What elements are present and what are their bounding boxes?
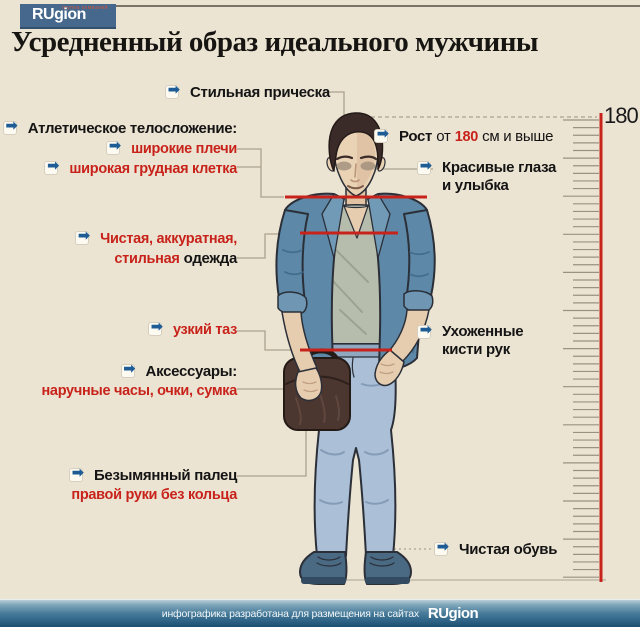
label-athletic-title: ➡ Атлетическое телосложение: [1,118,237,139]
arrow-icon: ➡ [106,138,127,155]
label-finger-title: ➡ Безымянный палец [67,465,237,486]
label-height: ➡ Рост от 180 см и выше [372,126,553,147]
header-rule [20,5,640,7]
label-finger-detail: правой руки без кольца [71,486,237,503]
label-accessories-title: ➡ Аксессуары: [41,361,237,382]
label-athletic: ➡ Атлетическое телосложение: ➡ широкие пле… [1,118,237,180]
arrow-icon: ➡ [2,118,24,135]
arrow-chip [374,129,388,143]
label-finger: ➡ Безымянный палец правой руки без кольца [67,465,237,505]
arrow-chip [68,468,83,482]
label-clothes-line2: стильная одежда [114,249,237,267]
arrow-chip [2,121,17,135]
footer-rugion-logo: RUgion [427,605,479,622]
arrow-icon: ➡ [68,465,90,482]
ruler-value: 180 [604,103,639,128]
footer-bar: инфографика разработана для размещения н… [0,599,640,627]
arrow-chip [434,542,448,556]
label-pelvis: ➡ узкий таз [146,319,237,340]
arrow-icon: ➡ [417,158,438,175]
label-accessories: ➡ Аксессуары: наручные часы, очки, сумка [41,361,237,401]
measurement-lines [285,195,427,352]
arrow-chip [165,85,179,99]
label-accessories-detail: наручные часы, очки, сумка [41,382,237,399]
footer-text: инфографика разработана для размещения н… [161,607,419,620]
arrow-chip [120,364,135,378]
arrow-icon: ➡ [417,322,438,339]
arrow-icon: ➡ [44,158,65,175]
arrow-chip [147,322,162,336]
arrow-chip [75,231,90,245]
ruler-ticks [563,119,599,578]
arrow-icon: ➡ [434,539,455,556]
logo-subtext: группа компаний [61,5,108,11]
arrow-chip [417,325,431,339]
arrow-icon: ➡ [147,319,169,336]
arrow-icon: ➡ [374,126,395,143]
label-broad-shoulders: ➡ широкие плечи [1,138,237,159]
arrow-icon: ➡ [75,228,96,245]
label-hands: ➡ Ухоженные кисти рук [415,322,524,358]
label-clothes: ➡ Чистая, аккуратная, стильная одежда [73,228,237,270]
arrow-icon: ➡ [120,361,142,378]
label-shoes: ➡ Чистая обувь [432,539,557,560]
connector-lines [237,91,606,581]
man-figure [275,112,436,585]
arrow-chip [44,160,59,175]
page-title: Усредненный образ идеального мужчины [11,26,539,58]
label-broad-chest: ➡ широкая грудная клетка [1,158,237,179]
arrow-icon: ➡ [165,82,186,99]
arrow-chip [417,161,431,175]
arrow-chip [106,140,121,155]
label-eyes: ➡ Красивые глаза и улыбка [415,158,556,194]
label-hairstyle: ➡ Стильная прическа [163,82,330,103]
logo-text: RUgion [32,6,86,23]
label-clothes-line1: ➡ Чистая, аккуратная, [73,228,237,249]
rugion-logo: группа компаний RUgion [20,4,116,29]
